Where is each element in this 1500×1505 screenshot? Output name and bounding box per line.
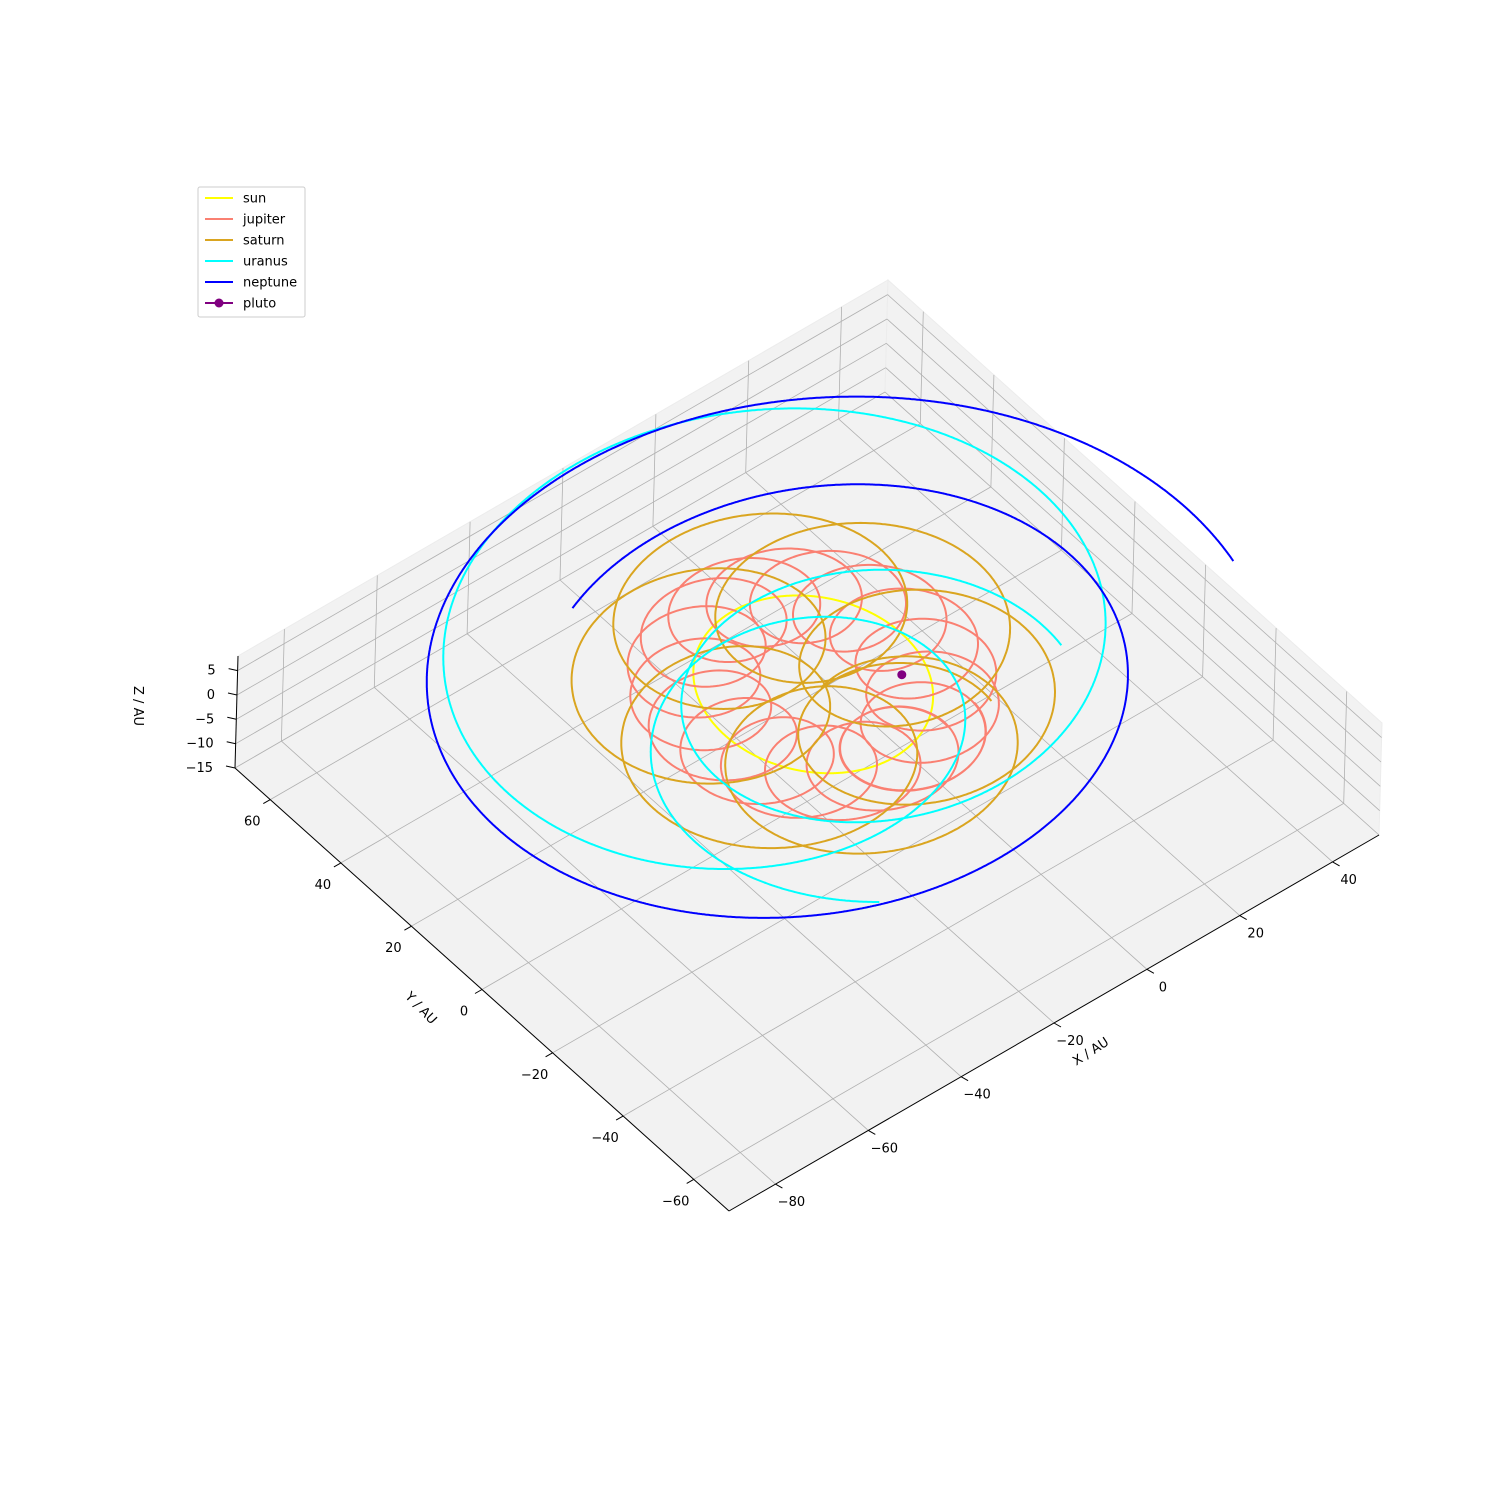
jupiter-legend-label: jupiter: [242, 213, 286, 228]
neptune-legend-label: neptune: [243, 276, 297, 291]
neptune-trajectory: [425, 395, 1235, 919]
z-tick-mark: [227, 692, 238, 696]
y-tick-mark: [263, 799, 271, 805]
y-tick-label: −20: [521, 1068, 548, 1083]
y-grid-line: [622, 739, 1274, 1117]
y-tick-mark: [545, 1052, 553, 1058]
z-tick-mark: [226, 741, 236, 745]
z-tick-label: −10: [186, 737, 213, 752]
x-tick-label: −20: [1056, 1034, 1083, 1049]
saturn-trajectory: [570, 512, 1056, 855]
y-grid-line: [1061, 438, 1065, 551]
y-tick-mark: [404, 925, 412, 931]
x-grid-line: [373, 575, 378, 688]
y-grid-line: [1272, 628, 1277, 741]
y-axis-title: Y / AU: [401, 989, 440, 1028]
x-grid-line: [466, 521, 471, 634]
x-grid-line: [745, 360, 750, 473]
y-grid-line: [990, 374, 995, 487]
y-tick-mark: [686, 1178, 694, 1184]
y-tick-label: 0: [460, 1005, 468, 1020]
y-tick-label: −60: [662, 1194, 689, 1209]
z-axis-title: Z / AU: [130, 686, 145, 726]
x-grid-line: [559, 467, 564, 581]
x-tick-label: −60: [871, 1141, 898, 1156]
x-tick-mark: [775, 1183, 783, 1189]
z-tick-label: −5: [195, 712, 214, 727]
z-tick-label: 5: [207, 664, 215, 679]
y-tick-mark: [615, 1115, 624, 1121]
uranus-trajectory: [442, 407, 1107, 903]
pluto-marker: [897, 670, 907, 680]
x-tick-label: 20: [1247, 927, 1264, 942]
x-grid-line: [838, 306, 842, 419]
z-grid-line: [886, 343, 1381, 787]
data-series: [425, 395, 1235, 919]
legend: sun jupiter saturn uranus neptune pluto: [197, 186, 306, 318]
y-grid-line: [1343, 691, 1348, 804]
y-tick-label: 40: [315, 878, 332, 893]
z-tick-mark: [225, 765, 236, 769]
x-grid-line: [652, 414, 657, 527]
x-grid-line: [281, 629, 285, 742]
sun-legend-label: sun: [243, 192, 266, 207]
x-tick-mark: [1332, 861, 1340, 867]
x-tick-label: −80: [778, 1195, 805, 1210]
y-tick-label: 60: [244, 815, 261, 830]
y-tick-label: 20: [385, 941, 402, 956]
z-grid-line: [887, 294, 1382, 738]
y-grid-line: [340, 486, 992, 864]
x-tick-mark: [1053, 1022, 1062, 1028]
z-tick-label: 0: [207, 688, 215, 703]
y-grid-line: [919, 311, 924, 424]
z-grid-line: [236, 342, 887, 720]
jupiter-trajectory: [626, 547, 1000, 822]
grid-lines: [234, 294, 1382, 1185]
y-grid-line: [1131, 501, 1136, 614]
x-tick-mark: [868, 1129, 876, 1135]
y-grid-line: [1202, 564, 1206, 677]
y-grid-line: [411, 549, 1062, 927]
z-grid-line: [235, 367, 886, 745]
y-tick-mark: [333, 862, 342, 868]
x-tick-label: −40: [963, 1088, 990, 1103]
pluto-legend-marker: [214, 298, 224, 308]
x-tick-mark: [1146, 968, 1155, 974]
z-grid-line: [884, 391, 1380, 836]
z-grid-line: [886, 318, 1382, 763]
y-grid-line: [693, 803, 1344, 1180]
z-grid-line: [234, 391, 886, 769]
pluto-legend-label: pluto: [243, 297, 276, 312]
x-tick-mark: [960, 1076, 969, 1082]
y-tick-mark: [474, 989, 483, 994]
saturn-legend-label: saturn: [243, 234, 284, 249]
z-tick-mark: [227, 716, 237, 720]
z-axis-line: [234, 655, 239, 769]
z-grid-line: [885, 367, 1380, 811]
x-tick-label: 0: [1159, 980, 1167, 995]
uranus-legend-label: uranus: [243, 255, 288, 270]
y-grid-line: [481, 613, 1133, 990]
z-tick-mark: [228, 668, 238, 672]
z-tick-label: −15: [186, 761, 213, 776]
x-tick-mark: [1239, 915, 1247, 921]
y-tick-label: −40: [591, 1131, 618, 1146]
z-grid-line: [237, 294, 888, 671]
y-grid-line: [552, 676, 1203, 1054]
x-tick-label: 40: [1340, 873, 1357, 888]
axis-panes: [234, 278, 1383, 1212]
z-grid-line: [236, 318, 888, 696]
axis-ticks: −80 −60 −40 −20 0 20 40 −60 −40 −20 0 20 40 60 −15 −10 −…: [186, 664, 1357, 1211]
